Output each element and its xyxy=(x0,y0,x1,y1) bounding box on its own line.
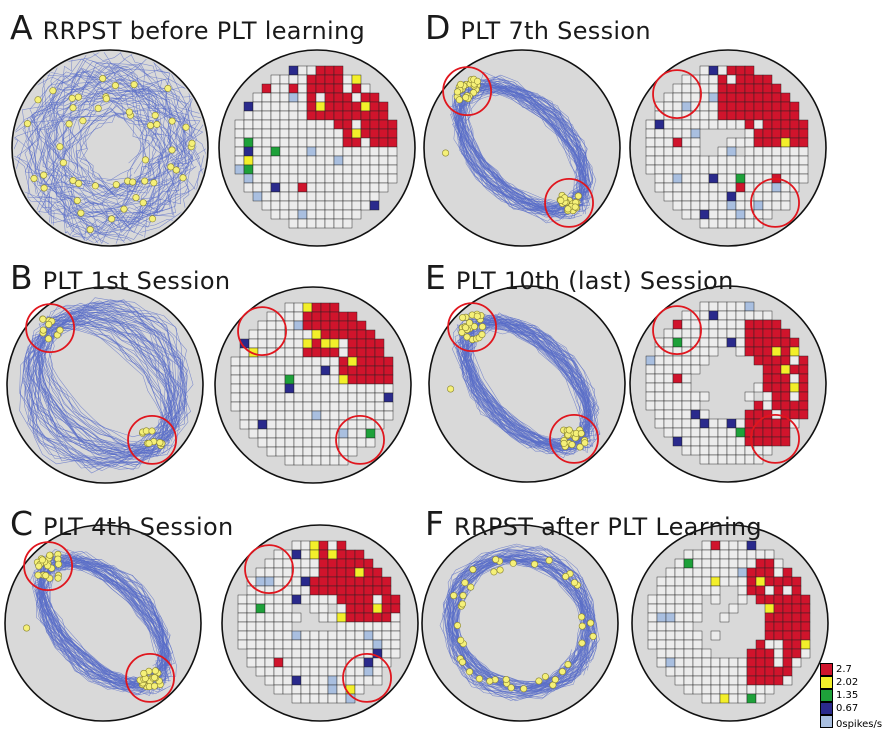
legend-swatch-2-7 xyxy=(820,663,833,676)
arena-boundary xyxy=(428,285,626,483)
panel-label-b: PLT 1st Session xyxy=(42,267,231,295)
panel-label-a: RRPST before PLT learning xyxy=(42,17,366,45)
reward-zone-nw xyxy=(652,69,702,119)
reward-zone-nw xyxy=(447,302,498,353)
firing-rate-legend: 2.7 2.02 1.35 0.67 0spikes/s xyxy=(820,663,890,735)
legend-swatch-0-67 xyxy=(820,702,833,715)
panel-letter-c: C xyxy=(10,504,34,543)
legend-label-0: 0spikes/s xyxy=(836,719,883,730)
panel-title-c: C PLT 4th Session xyxy=(10,504,233,544)
legend-label-0-67: 0.67 xyxy=(836,703,859,714)
panel-label-d: PLT 7th Session xyxy=(460,17,651,45)
reward-dots xyxy=(447,310,589,451)
firing-map-f xyxy=(631,524,829,722)
reward-zone-se xyxy=(127,414,177,465)
reward-dots xyxy=(442,75,582,215)
firing-map-d xyxy=(629,49,827,247)
panel-letter-b: B xyxy=(10,258,33,297)
arena-boundary xyxy=(423,49,621,247)
panel-title-b: B PLT 1st Session xyxy=(10,258,230,298)
legend-swatch-1-35 xyxy=(820,689,833,702)
firing-map-b xyxy=(214,286,412,484)
reward-zone-nw xyxy=(442,66,493,117)
trajectory-arena-f xyxy=(421,524,619,722)
reward-dots xyxy=(450,555,597,693)
legend-label-2-7: 2.7 xyxy=(836,664,852,675)
legend-swatch-2-02 xyxy=(820,676,833,689)
rat-path xyxy=(14,52,206,244)
reward-zone-nw xyxy=(237,306,287,357)
legend-label-2-02: 2.02 xyxy=(836,677,859,688)
panel-letter-d: D xyxy=(425,8,451,47)
reward-dots xyxy=(39,315,166,449)
reward-zone-nw xyxy=(244,544,294,594)
trajectory-arena-e xyxy=(428,285,626,483)
firing-map-c xyxy=(221,524,419,722)
firing-map-e xyxy=(629,285,827,483)
reward-zone-nw xyxy=(652,305,702,356)
panel-title-d: D PLT 7th Session xyxy=(425,8,651,48)
panel-title-f: F RRPST after PLT Learning xyxy=(425,504,762,544)
reward-zone-nw xyxy=(23,541,74,592)
panel-title-a: A RRPST before PLT learning xyxy=(10,8,365,48)
reward-zone-se xyxy=(549,413,599,464)
panel-label-e: PLT 10th (last) Session xyxy=(455,267,734,295)
reward-dots xyxy=(23,75,196,234)
legend-label-1-35: 1.35 xyxy=(836,690,859,701)
panel-label-f: RRPST after PLT Learning xyxy=(453,513,762,541)
reward-zone-se xyxy=(342,652,392,703)
reward-zone-se xyxy=(750,177,800,228)
legend-swatch-0 xyxy=(820,715,833,728)
reward-zone-se xyxy=(125,652,175,703)
reward-zone-se xyxy=(544,177,594,228)
trajectory-arena-a xyxy=(11,49,209,247)
reward-zone-se xyxy=(335,414,385,465)
trajectory-arena-d xyxy=(423,49,621,247)
panel-letter-e: E xyxy=(425,258,446,297)
reward-dots xyxy=(23,550,164,691)
panel-letter-f: F xyxy=(425,504,444,543)
arena-boundary xyxy=(4,524,202,722)
trajectory-arena-c xyxy=(4,524,202,722)
firing-map-a xyxy=(218,49,416,247)
panel-letter-a: A xyxy=(10,8,33,47)
panel-label-c: PLT 4th Session xyxy=(43,513,234,541)
panel-title-e: E PLT 10th (last) Session xyxy=(425,258,734,298)
reward-zone-nw xyxy=(25,303,76,354)
trajectory-arena-b xyxy=(6,286,204,484)
reward-zone-se xyxy=(750,413,800,464)
